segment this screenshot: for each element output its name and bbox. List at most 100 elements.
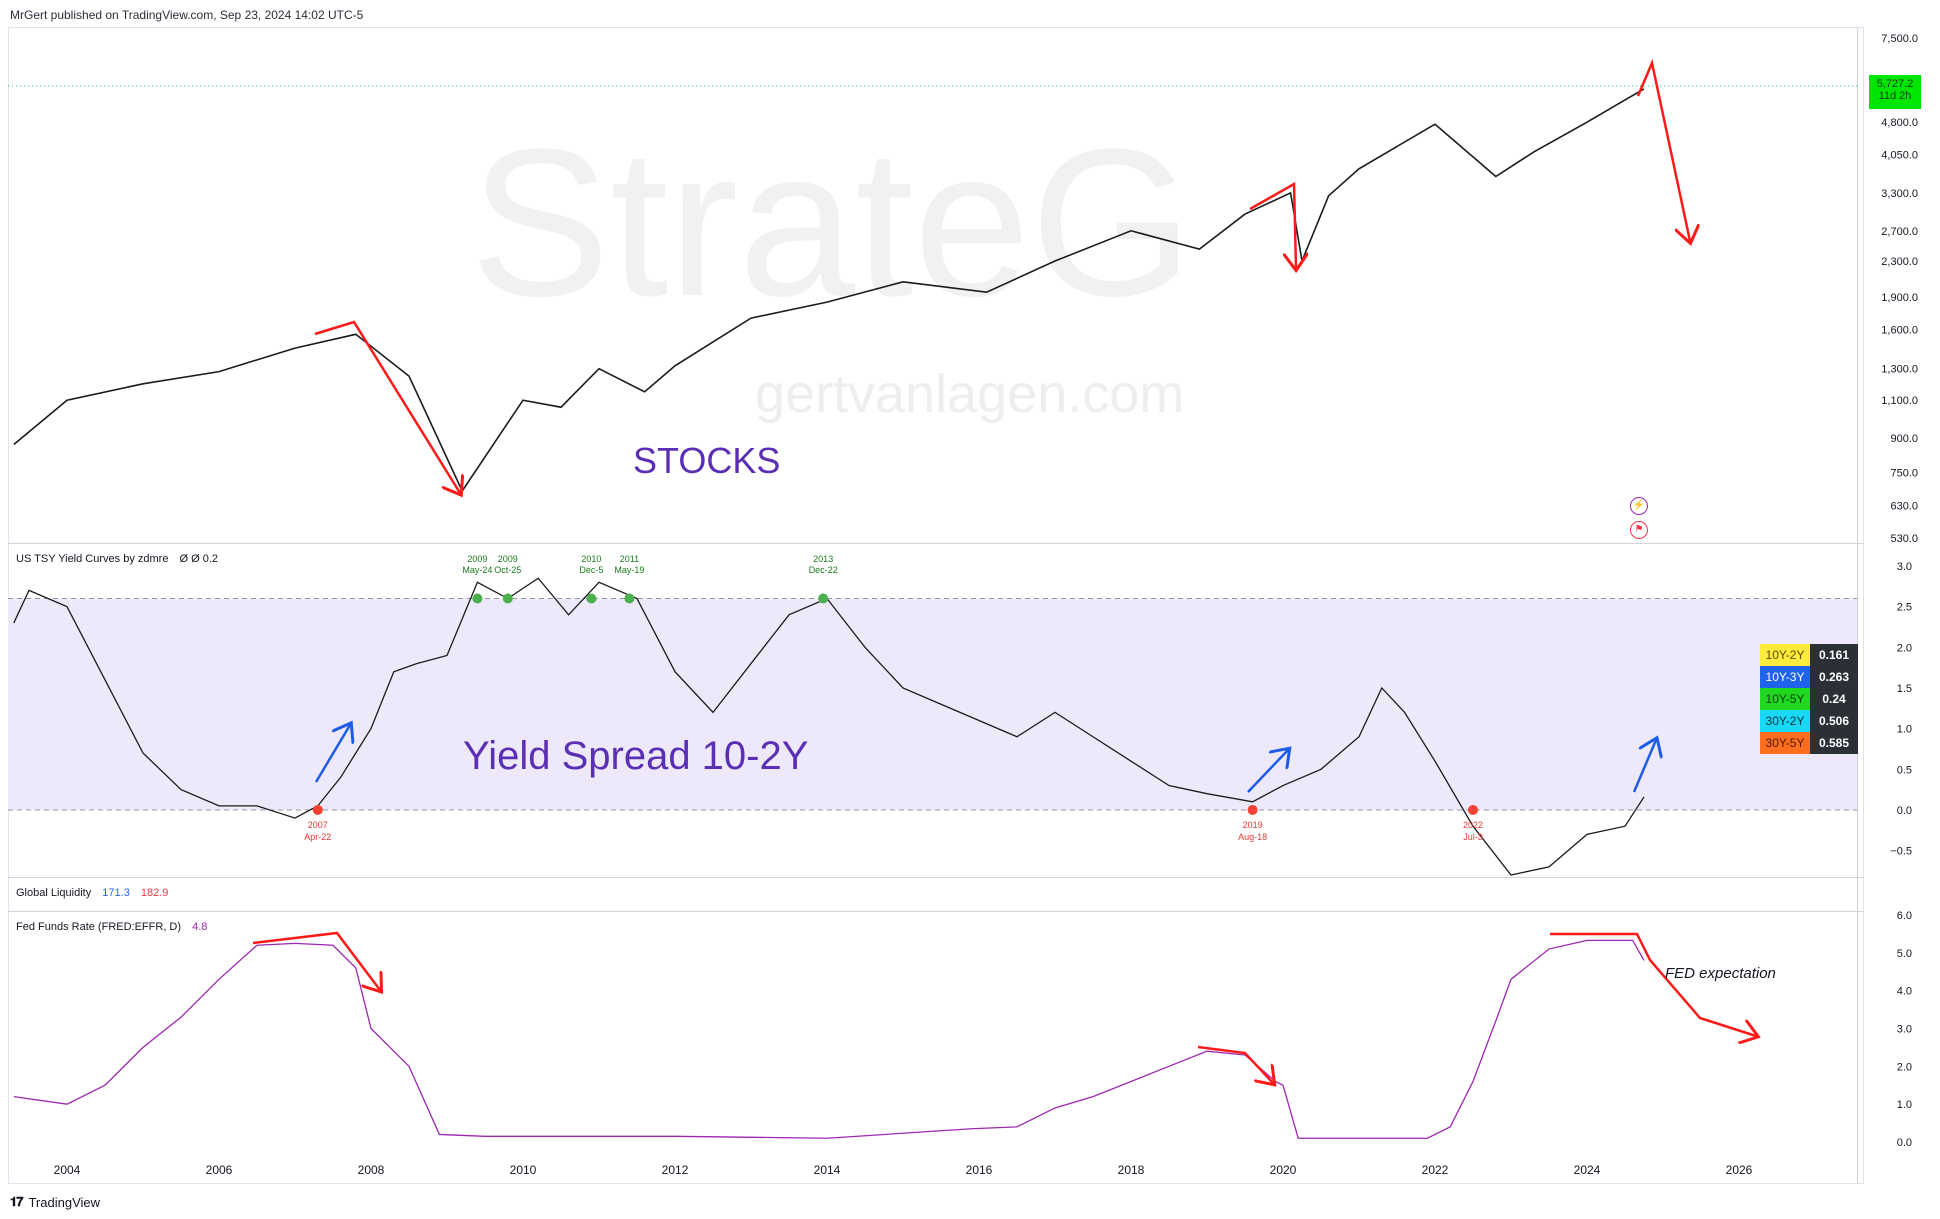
peak-marker-4 — [818, 593, 829, 604]
spread-tick-0: 3.0 — [1897, 561, 1912, 573]
yield-spread-label: Yield Spread 10-2Y — [463, 734, 808, 778]
pane-separator-3[interactable] — [8, 911, 1864, 912]
spread-band — [8, 598, 1857, 810]
price-tick-0: 7,500.0 — [1881, 33, 1918, 45]
liquidity-title: Global Liquidity — [16, 887, 92, 899]
watermark-site: gertvanlagen.com — [755, 364, 1184, 424]
blue-arrow-2019 — [1247, 750, 1288, 793]
spread-table-row: 10Y-5Y 0.24 — [1760, 688, 1858, 710]
spread-table-label-3: 30Y-2Y — [1760, 710, 1810, 732]
peak-year-1: 2009 — [498, 554, 518, 564]
price-tick-8: 1,600.0 — [1881, 325, 1918, 337]
price-axis: 7,500.06,000.04,800.04,050.03,300.02,700… — [1881, 33, 1918, 545]
price-tick-5: 2,700.0 — [1881, 226, 1918, 238]
time-axis: 2004 2006 2008 2010 2012 2014 2016 2018 2020 2022… — [54, 1163, 1753, 1177]
time-tick-1: 2006 — [206, 1163, 233, 1177]
price-tick-13: 630.0 — [1890, 500, 1918, 512]
fed-tick-2: 4.0 — [1897, 986, 1912, 998]
peak-marker-1 — [502, 593, 513, 604]
spread-tick-4: 1.0 — [1897, 724, 1912, 736]
trough-year-0: 2007 — [308, 820, 328, 830]
price-tick-12: 750.0 — [1890, 467, 1918, 479]
spread-table-row: 30Y-5Y 0.585 — [1760, 732, 1858, 754]
peak-marker-3 — [624, 593, 635, 604]
peak-year-3: 2011 — [620, 554, 639, 564]
spread-legend[interactable]: US TSY Yield Curves by zdmre Ø Ø 0.2 — [16, 553, 218, 565]
crash-2008-arrow — [314, 320, 460, 493]
price-series-line — [13, 88, 1645, 493]
fed-tick-3: 3.0 — [1897, 1024, 1912, 1036]
us-flag-icon[interactable]: ⚑ — [1630, 521, 1648, 539]
last-price-value: 5,727.2 — [1876, 78, 1914, 90]
spread-table-label-0: 10Y-2Y — [1760, 644, 1810, 666]
fed-tick-6: 0.0 — [1897, 1137, 1912, 1149]
time-tick-10: 2024 — [1574, 1163, 1601, 1177]
fed-tick-0: 6.0 — [1897, 910, 1912, 922]
spread-table-row: 10Y-3Y 0.263 — [1760, 666, 1858, 688]
peak-marker-2 — [586, 593, 597, 604]
fed-expectation-arrow — [1550, 932, 1756, 1036]
trough-year-2: 2022 — [1463, 820, 1483, 830]
spread-table-value-3: 0.506 — [1810, 710, 1858, 732]
price-tick-14: 530.0 — [1890, 533, 1918, 545]
time-tick-5: 2014 — [814, 1163, 841, 1177]
price-tick-7: 1,900.0 — [1881, 292, 1918, 304]
peak-date-1: Oct-25 — [494, 565, 521, 575]
fed-tick-4: 2.0 — [1897, 1061, 1912, 1073]
trough-date-0: Apr-22 — [304, 832, 331, 842]
fed-legend[interactable]: Fed Funds Rate (FRED:EFFR, D) 4.8 — [16, 921, 207, 933]
blue-arrow-2007 — [314, 725, 350, 783]
trough-year-1: 2019 — [1243, 820, 1263, 830]
last-price-badge: 5,727.2 11d 2h — [1869, 75, 1921, 109]
spread-table-value-4: 0.585 — [1810, 732, 1858, 754]
trough-date-1: Aug-18 — [1238, 832, 1267, 842]
trough-marker-1 — [1247, 804, 1258, 815]
spread-tick-3: 1.5 — [1897, 683, 1912, 695]
peak-date-4: Dec-22 — [809, 565, 838, 575]
price-tick-10: 1,100.0 — [1881, 395, 1918, 407]
spread-legend-title: US TSY Yield Curves by zdmre — [16, 553, 169, 565]
price-tick-4: 3,300.0 — [1881, 188, 1918, 200]
spread-table-value-0: 0.161 — [1810, 644, 1858, 666]
projected-crash-arrow — [1636, 58, 1690, 241]
peak-date-3: May-19 — [614, 565, 644, 575]
spread-tick-2: 2.0 — [1897, 642, 1912, 654]
spread-series-line — [13, 577, 1645, 876]
liquidity-legend[interactable]: Global Liquidity 171.3 182.9 — [16, 887, 168, 899]
price-tick-9: 1,300.0 — [1881, 364, 1918, 376]
trough-marker-0 — [312, 804, 323, 815]
lightning-icon[interactable]: ⚡ — [1630, 497, 1648, 515]
liquidity-value-2: 182.9 — [140, 887, 169, 899]
fed-value: 4.8 — [192, 921, 208, 933]
time-tick-7: 2018 — [1118, 1163, 1145, 1177]
fed-cut-2019-arrow — [1197, 1045, 1273, 1083]
spread-table: 10Y-2Y 0.161 10Y-3Y 0.263 10Y-5Y 0.24 30Y-2Y 0.… — [1760, 644, 1858, 754]
spread-table-label-2: 10Y-5Y — [1760, 688, 1810, 710]
publisher-line: MrGert published on TradingView.com, Sep… — [10, 8, 364, 22]
spread-table-row: 10Y-2Y 0.161 — [1760, 644, 1858, 666]
spread-table-row: 30Y-2Y 0.506 — [1760, 710, 1858, 732]
spread-tick-5: 0.5 — [1897, 764, 1912, 776]
crash-2020-arrow — [1249, 181, 1296, 268]
time-tick-4: 2012 — [662, 1163, 689, 1177]
trough-date-2: Jul-3 — [1463, 832, 1483, 842]
fed-axis: 6.0 5.0 4.0 3.0 2.0 1.0 0.0 — [1897, 910, 1912, 1149]
peak-year-0: 2009 — [467, 554, 487, 564]
fed-tick-5: 1.0 — [1897, 1099, 1912, 1111]
peak-date-2: Dec-5 — [579, 565, 603, 575]
peak-year-2: 2010 — [581, 554, 601, 564]
spread-tick-7: −0.5 — [1890, 846, 1912, 858]
price-tick-6: 2,300.0 — [1881, 256, 1918, 268]
price-tick-3: 4,050.0 — [1881, 149, 1918, 161]
spread-table-label-4: 30Y-5Y — [1760, 732, 1810, 754]
time-tick-3: 2010 — [510, 1163, 537, 1177]
spread-legend-values: Ø Ø 0.2 — [179, 553, 219, 565]
pane-separator-2[interactable] — [8, 877, 1864, 878]
blue-arrow-2024 — [1632, 740, 1656, 793]
spread-table-value-2: 0.24 — [1810, 688, 1858, 710]
pane-separator-1[interactable] — [8, 543, 1864, 544]
footer: 𝟏𝟕 TradingView — [10, 1194, 100, 1210]
time-tick-11: 2026 — [1726, 1163, 1753, 1177]
fed-cut-2007-arrow — [252, 931, 380, 990]
